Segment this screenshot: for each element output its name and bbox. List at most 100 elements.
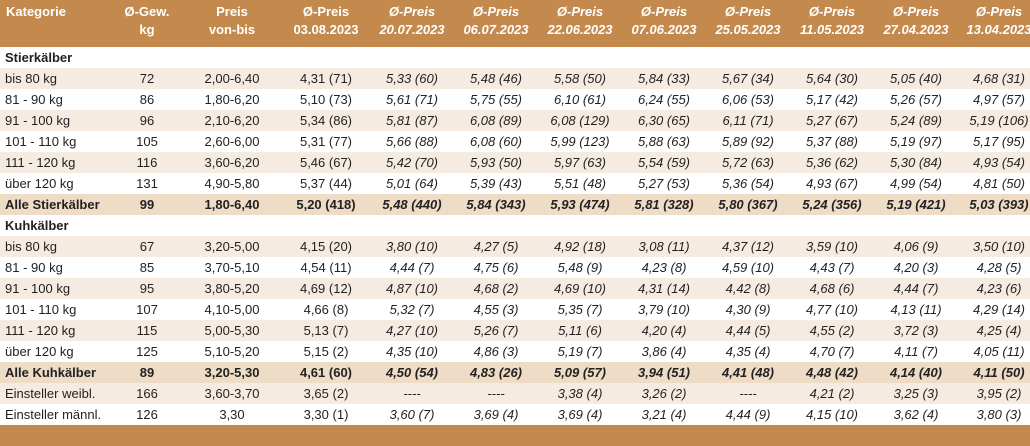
header-line-2: 06.07.2023 — [463, 22, 529, 37]
table-cell: 4,93 (67) — [790, 173, 874, 194]
table-cell: 5,93 (474) — [538, 194, 622, 215]
table-cell: 5,75 (55) — [454, 89, 538, 110]
table-cell: 4,83 (26) — [454, 362, 538, 383]
header-line-1: Ø-Gew. — [124, 4, 170, 19]
table-cell: 4,59 (10) — [706, 257, 790, 278]
header-line-1: Ø-Preis — [302, 4, 350, 19]
table-cell: 4,68 (6) — [790, 278, 874, 299]
table-cell: 5,48 (440) — [370, 194, 454, 215]
table-cell: 4,41 (48) — [706, 362, 790, 383]
table-cell: 4,50 (54) — [370, 362, 454, 383]
table-cell: 5,17 (42) — [790, 89, 874, 110]
header-line-1: Ø-Preis — [640, 4, 688, 19]
table-cell: 4,87 (10) — [370, 278, 454, 299]
table-cell: 4,77 (10) — [790, 299, 874, 320]
table-cell: 4,27 (10) — [370, 320, 454, 341]
header-line-1: Ø-Preis — [472, 4, 520, 19]
table-cell: 4,37 (12) — [706, 236, 790, 257]
table-cell: 4,06 (9) — [874, 236, 958, 257]
header-line-1: Ø-Preis — [556, 4, 604, 19]
table-cell: 5,88 (63) — [622, 131, 706, 152]
table-cell: 3,94 (51) — [622, 362, 706, 383]
table-cell: 3,26 (2) — [622, 383, 706, 404]
table-cell: 99 — [112, 194, 182, 215]
table-cell: 5,37 (88) — [790, 131, 874, 152]
table-cell: 3,60-3,70 — [182, 383, 282, 404]
table-cell: 5,19 (421) — [874, 194, 958, 215]
table-cell: 4,20 (4) — [622, 320, 706, 341]
table-cell: 5,97 (63) — [538, 152, 622, 173]
table-cell: 4,92 (18) — [538, 236, 622, 257]
table-cell: 5,36 (62) — [790, 152, 874, 173]
table-cell: 5,84 (343) — [454, 194, 538, 215]
table-cell: 3,20-5,30 — [182, 362, 282, 383]
table-cell: 6,11 (71) — [706, 110, 790, 131]
table-cell: 72 — [112, 68, 182, 89]
table-cell: 5,84 (33) — [622, 68, 706, 89]
header-line-2: von-bis — [208, 22, 256, 37]
table-cell: 3,21 (4) — [622, 404, 706, 425]
table-cell: 5,10-5,20 — [182, 341, 282, 362]
table-cell: 5,51 (48) — [538, 173, 622, 194]
section-title: Stierkälber — [0, 47, 1030, 68]
table-cell: 89 — [112, 362, 182, 383]
table-cell: 4,05 (11) — [958, 341, 1030, 362]
table-cell: 96 — [112, 110, 182, 131]
table-row: über 120 kg 131 4,90-5,80 5,37 (44) 5,01 (64… — [0, 173, 1030, 194]
table-cell: 4,55 (2) — [790, 320, 874, 341]
row-category: bis 80 kg — [0, 236, 112, 257]
table-cell: 85 — [112, 257, 182, 278]
header-kategorie: Kategorie — [0, 0, 112, 47]
table-row: 91 - 100 kg 95 3,80-5,20 4,69 (12) 4,87 (10)… — [0, 278, 1030, 299]
row-category: 91 - 100 kg — [0, 278, 112, 299]
table-cell: 5,33 (60) — [370, 68, 454, 89]
table-cell: 5,67 (34) — [706, 68, 790, 89]
table-cell: 4,30 (9) — [706, 299, 790, 320]
table-cell: 5,72 (63) — [706, 152, 790, 173]
total-row: Alle Stierkälber 99 1,80-6,40 5,20 (418) 5,4… — [0, 194, 1030, 215]
row-category: über 120 kg — [0, 173, 112, 194]
table-cell: 3,60-6,20 — [182, 152, 282, 173]
table-cell: 4,20 (3) — [874, 257, 958, 278]
table-cell: ---- — [454, 383, 538, 404]
table-cell: 166 — [112, 383, 182, 404]
table-cell: 5,09 (57) — [538, 362, 622, 383]
table-cell: 4,23 (8) — [622, 257, 706, 278]
table-row: 81 - 90 kg 86 1,80-6,20 5,10 (73) 5,61 (71) 5… — [0, 89, 1030, 110]
table-cell: 4,70 (7) — [790, 341, 874, 362]
table-cell: 5,19 (97) — [874, 131, 958, 152]
table-cell: 4,90-5,80 — [182, 173, 282, 194]
table-cell: 5,24 (89) — [874, 110, 958, 131]
row-category: Alle Kuhkälber — [0, 362, 112, 383]
table-cell: 5,31 (77) — [282, 131, 370, 152]
header-col-10: Ø-Preis 27.04.2023 — [874, 0, 958, 47]
table-cell: 4,27 (5) — [454, 236, 538, 257]
table-cell: 4,43 (7) — [790, 257, 874, 278]
table-cell: 4,69 (12) — [282, 278, 370, 299]
header-col-9: Ø-Preis 11.05.2023 — [790, 0, 874, 47]
table-cell: 4,23 (6) — [958, 278, 1030, 299]
table-cell: 3,60 (7) — [370, 404, 454, 425]
table-cell: 4,44 (7) — [370, 257, 454, 278]
table-body: Stierkälber bis 80 kg 72 2,00-6,40 4,31 (71)… — [0, 47, 1030, 446]
table-cell: 1,80-6,40 — [182, 194, 282, 215]
footer-bar-cell — [0, 425, 1030, 446]
table-header: Kategorie Ø-Gew. kg Preis von-bis Ø-Preis 03.0… — [0, 0, 1030, 47]
table-cell: 5,36 (54) — [706, 173, 790, 194]
table-cell: 5,35 (7) — [538, 299, 622, 320]
table-cell: 3,38 (4) — [538, 383, 622, 404]
table-cell: 3,86 (4) — [622, 341, 706, 362]
table-cell: 5,00-5,30 — [182, 320, 282, 341]
table-cell: 4,15 (20) — [282, 236, 370, 257]
table-cell: 3,08 (11) — [622, 236, 706, 257]
header-line-1: Ø-Preis — [388, 4, 436, 19]
table-cell: 6,06 (53) — [706, 89, 790, 110]
table-cell: 5,32 (7) — [370, 299, 454, 320]
table-cell: 4,68 (2) — [454, 278, 538, 299]
table-cell: 3,50 (10) — [958, 236, 1030, 257]
table-cell: 4,35 (10) — [370, 341, 454, 362]
table-cell: 5,66 (88) — [370, 131, 454, 152]
table-cell: 2,10-6,20 — [182, 110, 282, 131]
table-cell: 3,69 (4) — [538, 404, 622, 425]
table-cell: 5,46 (67) — [282, 152, 370, 173]
